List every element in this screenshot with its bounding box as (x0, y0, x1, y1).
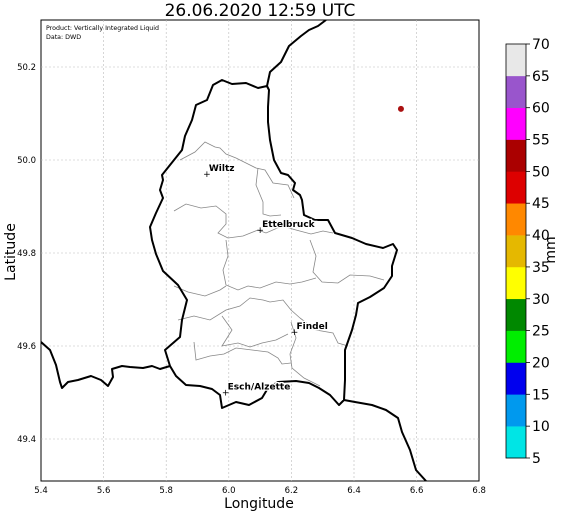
colorbar-tick-label: 30 (532, 292, 550, 308)
x-tick-label: 6.6 (410, 486, 424, 496)
x-tick-label: 6.0 (222, 486, 236, 496)
colorbar-segment (506, 75, 526, 108)
data-source-label: Data: DWD (46, 34, 81, 41)
city-marker: + (203, 170, 211, 180)
x-axis-label: Longitude (224, 496, 294, 512)
colorbar-segment (506, 362, 526, 395)
colorbar-segment (506, 44, 526, 77)
colorbar-tick-label: 45 (532, 196, 550, 212)
x-tick-label: 6.2 (285, 486, 299, 496)
city-label: Esch/Alzette (228, 383, 291, 393)
colorbar-tick-label: 55 (532, 133, 550, 149)
y-tick-label: 50.2 (17, 63, 36, 73)
colorbar-tick-label: 70 (532, 37, 550, 53)
page-title: 26.06.2020 12:59 UTC (164, 1, 356, 21)
colorbar-tick-label: 15 (532, 387, 550, 403)
y-tick-label: 50.0 (17, 156, 36, 166)
x-tick-label: 5.4 (34, 486, 48, 496)
city-marker: + (222, 389, 230, 399)
x-tick-label: 5.6 (97, 486, 111, 496)
district-boundaries (173, 141, 385, 387)
city-marker: + (291, 328, 299, 338)
x-tick-label: 6.4 (347, 486, 361, 496)
y-tick-label: 49.6 (17, 342, 36, 352)
colorbar-segment (506, 426, 526, 459)
colorbar-tick-label: 10 (532, 419, 550, 435)
colorbar-frame (505, 43, 527, 459)
colorbar-tick-label: 25 (532, 324, 550, 340)
y-tick-label: 49.4 (17, 435, 36, 445)
colorbar: 5 10 15 20 25 30 35 40 45 50 55 60 65 70 (505, 37, 550, 467)
colorbar-segment (506, 203, 526, 236)
colorbar-tick-label: 50 (532, 164, 550, 180)
x-tick-label: 5.8 (159, 486, 173, 496)
x-tick-labels: 5.4 5.6 5.8 6.0 6.2 6.4 6.6 6.8 (34, 486, 486, 496)
colorbar-segment (506, 394, 526, 427)
city-markers: +Wiltz+Ettelbruck+Findel+Esch/Alzette (203, 163, 329, 399)
colorbar-unit-label: mm (543, 236, 559, 263)
y-axis-label: Latitude (3, 223, 19, 281)
colorbar-tick-label: 65 (532, 69, 550, 85)
national-borders (41, 20, 427, 481)
y-tick-label: 49.8 (17, 249, 36, 259)
colorbar-segment (506, 171, 526, 204)
product-label: Product: Vertically Integrated Liquid (46, 25, 159, 32)
colorbar-tick-label: 20 (532, 355, 550, 371)
colorbar-segment (506, 107, 526, 140)
colorbar-tick-label: 5 (532, 451, 541, 467)
colorbar-segment (506, 266, 526, 300)
vil-cell-marker (397, 105, 404, 112)
city-label: Ettelbruck (262, 220, 316, 230)
colorbar-tick-label: 60 (532, 101, 550, 117)
colorbar-segment (506, 330, 526, 363)
city-label: Findel (297, 322, 328, 332)
colorbar-tick-label: 35 (532, 260, 550, 276)
colorbar-segment (506, 235, 526, 268)
city-label: Wiltz (209, 164, 235, 174)
colorbar-tick-label: 40 (532, 228, 550, 244)
colorbar-segment (506, 298, 526, 331)
y-tick-labels: 50.2 50.0 49.8 49.6 49.4 (17, 63, 36, 445)
x-tick-label: 6.8 (472, 486, 486, 496)
colorbar-segment (506, 139, 526, 172)
vil-markers (397, 105, 404, 112)
city-marker: + (256, 226, 264, 236)
map-frame (40, 19, 480, 482)
